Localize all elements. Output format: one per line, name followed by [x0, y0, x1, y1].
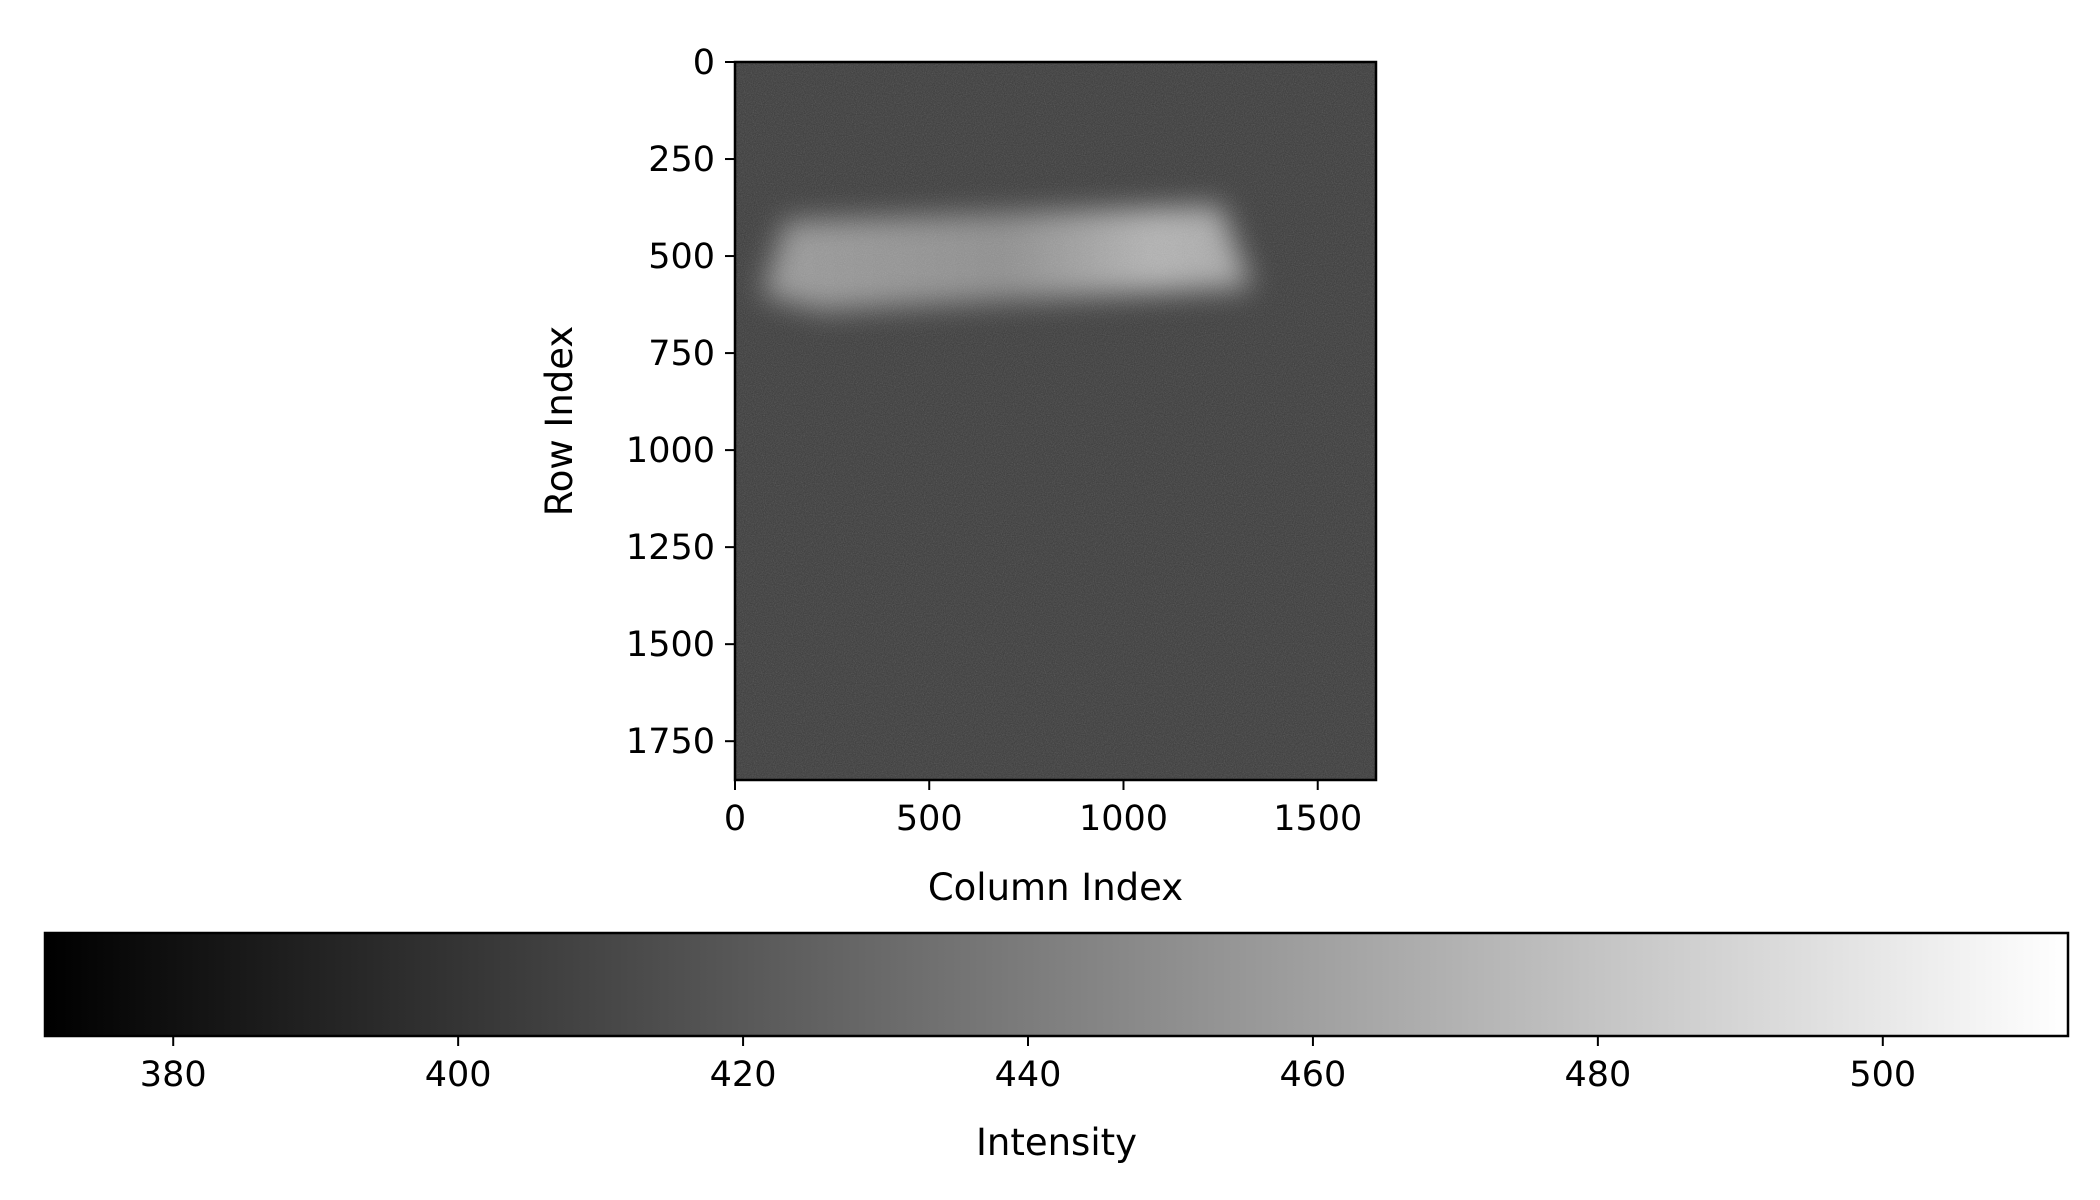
colorbar-tick-label: 420	[710, 1055, 777, 1095]
heatmap-plot-area	[735, 62, 1376, 780]
colorbar-ticks: 380 400 420 440 460 480 500	[140, 1036, 1916, 1095]
x-tick-label: 500	[896, 799, 963, 839]
y-axis-label: Row Index	[538, 326, 581, 517]
colorbar-tick-label: 380	[140, 1055, 207, 1095]
y-axis-ticks: 0 250 500 750 1000 1250 1500 1750	[626, 43, 735, 762]
y-tick-label: 0	[693, 43, 715, 83]
y-tick-label: 1750	[626, 722, 715, 762]
colorbar-tick-label: 480	[1564, 1055, 1631, 1095]
y-tick-label: 1000	[626, 431, 715, 471]
colorbar-tick-label: 400	[425, 1055, 492, 1095]
y-tick-label: 1250	[626, 528, 715, 568]
colorbar-tick-label: 440	[995, 1055, 1062, 1095]
x-tick-label: 1500	[1273, 799, 1362, 839]
y-tick-label: 1500	[626, 625, 715, 665]
y-tick-label: 750	[648, 334, 715, 374]
colorbar	[43, 931, 2070, 1038]
x-axis-ticks: 0 500 1000 1500	[724, 780, 1362, 839]
colorbar-tick-label: 460	[1280, 1055, 1347, 1095]
heatmap-noise-texture	[735, 62, 1376, 780]
x-axis-label: Column Index	[928, 866, 1183, 909]
heatmap-frame	[733, 60, 1378, 782]
colorbar-tick-label: 500	[1849, 1055, 1916, 1095]
y-tick-label: 500	[648, 237, 715, 277]
x-tick-label: 0	[724, 799, 746, 839]
y-tick-label: 250	[648, 140, 715, 180]
x-tick-label: 1000	[1079, 799, 1168, 839]
colorbar-label: Intensity	[976, 1121, 1137, 1164]
